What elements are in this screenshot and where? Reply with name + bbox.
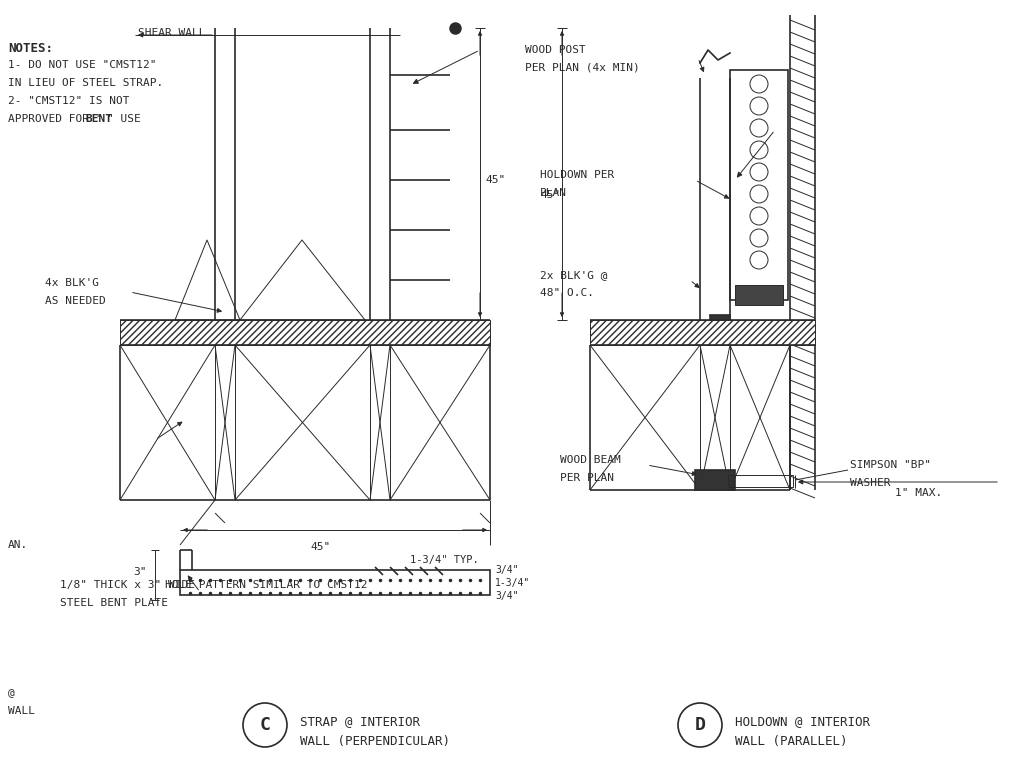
Text: 45": 45" bbox=[540, 190, 560, 200]
Text: HOLDOWN PER: HOLDOWN PER bbox=[540, 170, 614, 180]
Text: BENT: BENT bbox=[85, 114, 112, 124]
Text: NOTES:: NOTES: bbox=[8, 42, 53, 55]
Text: APPROVED FOR ": APPROVED FOR " bbox=[8, 114, 102, 124]
Text: 3": 3" bbox=[133, 567, 146, 577]
Text: @: @ bbox=[8, 688, 14, 698]
Bar bbox=[120, 320, 490, 345]
Text: PER PLAN (4x MIN): PER PLAN (4x MIN) bbox=[525, 63, 640, 73]
Text: WALL: WALL bbox=[8, 706, 35, 716]
Text: WALL (PARALLEL): WALL (PARALLEL) bbox=[735, 735, 848, 748]
Text: 1" MAX.: 1" MAX. bbox=[895, 488, 942, 498]
Text: IN LIEU OF STEEL STRAP.: IN LIEU OF STEEL STRAP. bbox=[8, 78, 163, 88]
Text: 3/4": 3/4" bbox=[495, 565, 518, 575]
Text: WOOD POST: WOOD POST bbox=[525, 45, 586, 55]
Bar bbox=[695, 470, 735, 490]
Text: 3/4": 3/4" bbox=[495, 591, 518, 601]
Text: 1/8" THICK x 3" WIDE: 1/8" THICK x 3" WIDE bbox=[60, 580, 195, 590]
Text: 2x BLK'G @: 2x BLK'G @ bbox=[540, 270, 607, 280]
Text: SIMPSON "BP": SIMPSON "BP" bbox=[850, 460, 931, 470]
Text: D: D bbox=[694, 716, 706, 734]
Text: STRAP @ INTERIOR: STRAP @ INTERIOR bbox=[300, 715, 420, 728]
Text: " USE: " USE bbox=[106, 114, 140, 124]
Bar bbox=[735, 285, 783, 305]
Text: 1-3/4" TYP.: 1-3/4" TYP. bbox=[410, 555, 479, 565]
Text: 1- DO NOT USE "CMST12": 1- DO NOT USE "CMST12" bbox=[8, 60, 157, 70]
Text: 4x BLK'G: 4x BLK'G bbox=[45, 278, 99, 288]
Text: PLAN: PLAN bbox=[540, 188, 567, 198]
Text: C: C bbox=[259, 716, 270, 734]
Bar bbox=[180, 570, 490, 595]
Bar bbox=[730, 70, 788, 300]
Text: 2- "CMST12" IS NOT: 2- "CMST12" IS NOT bbox=[8, 96, 129, 106]
Text: WOOD BEAM: WOOD BEAM bbox=[560, 455, 621, 465]
Text: WASHER: WASHER bbox=[850, 478, 891, 488]
Text: 1-3/4": 1-3/4" bbox=[495, 578, 530, 588]
Text: AN.: AN. bbox=[8, 540, 29, 550]
Text: HOLE PATTERN SIMILAR TO CMST12: HOLE PATTERN SIMILAR TO CMST12 bbox=[165, 580, 368, 590]
Bar bbox=[590, 320, 815, 345]
Text: 48" O.C.: 48" O.C. bbox=[540, 288, 594, 298]
Bar bbox=[728, 475, 793, 487]
Bar bbox=[710, 315, 730, 333]
Text: STEEL BENT PLATE: STEEL BENT PLATE bbox=[60, 598, 168, 608]
Text: PER PLAN: PER PLAN bbox=[560, 473, 614, 483]
Text: 45": 45" bbox=[485, 175, 505, 185]
Text: HOLDOWN @ INTERIOR: HOLDOWN @ INTERIOR bbox=[735, 715, 870, 728]
Text: WALL (PERPENDICULAR): WALL (PERPENDICULAR) bbox=[300, 735, 450, 748]
Text: AS NEEDED: AS NEEDED bbox=[45, 296, 105, 306]
Text: 45": 45" bbox=[310, 542, 331, 552]
Text: SHEAR WALL: SHEAR WALL bbox=[138, 28, 206, 38]
